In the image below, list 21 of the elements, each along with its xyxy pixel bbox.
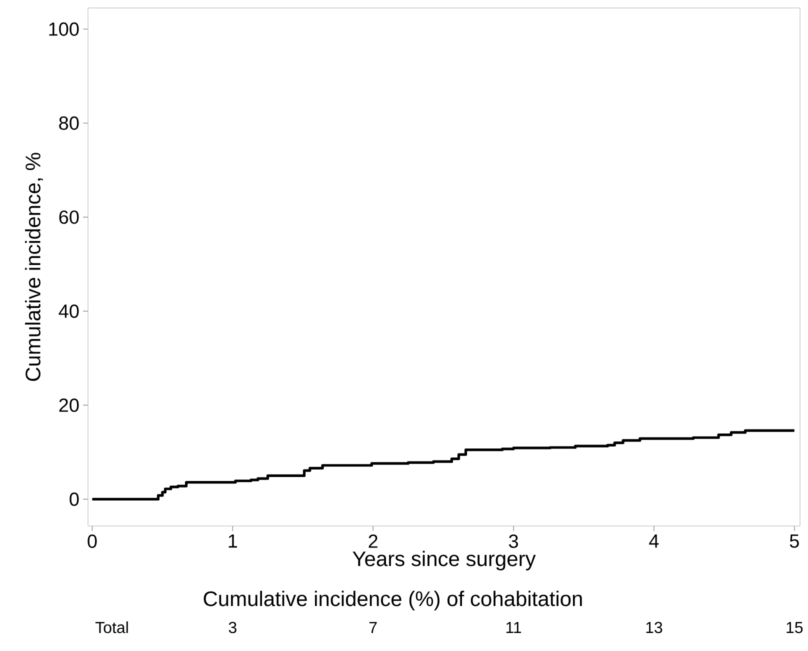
text: Cumulative incidence (%) of cohabitation: [204, 590, 582, 610]
text: 13: [646, 622, 662, 634]
x-tick-label: 0: [88, 534, 97, 548]
y-tick-label: 40: [58, 304, 79, 318]
x-tick-label: 5: [790, 534, 799, 548]
y-tick-label: 80: [59, 116, 79, 130]
y-axis-title: Cumulative incidence, %: [25, 152, 43, 381]
text: 3: [228, 622, 236, 634]
text: 11: [506, 622, 522, 633]
text: Total: [95, 621, 128, 634]
text: 7: [369, 622, 377, 633]
y-tick-label: 20: [59, 398, 79, 412]
x-tick-label: 3: [508, 534, 518, 548]
y-tick-label: 0: [70, 492, 79, 506]
y-tick-label: 100: [49, 22, 79, 36]
y-tick-label: 60: [59, 210, 79, 224]
x-tick-label: 2: [368, 534, 378, 548]
x-tick-label: 1: [228, 534, 238, 548]
text: 15: [786, 622, 803, 634]
x-axis-title: Years since surgery: [352, 550, 536, 570]
x-tick-label: 4: [649, 534, 659, 548]
